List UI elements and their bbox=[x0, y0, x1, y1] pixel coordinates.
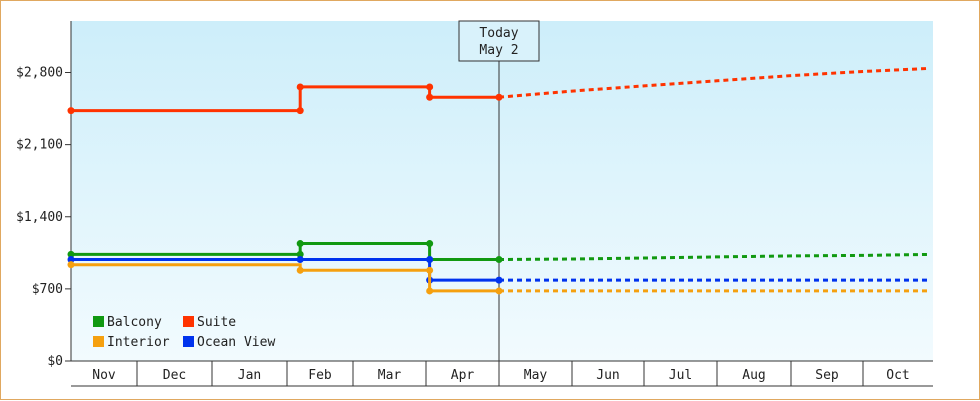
legend-label: Balcony bbox=[107, 315, 162, 330]
data-point-suite bbox=[495, 93, 503, 101]
series-group bbox=[67, 66, 930, 295]
data-point-suite bbox=[296, 107, 304, 115]
y-tick-label: $0 bbox=[47, 354, 63, 369]
x-tick-label: Dec bbox=[163, 368, 186, 383]
legend-swatch bbox=[93, 316, 104, 327]
x-tick-label: Aug bbox=[742, 368, 765, 383]
data-point-suite bbox=[426, 83, 434, 91]
today-label: Today bbox=[479, 26, 518, 41]
y-tick-label: $700 bbox=[32, 282, 63, 297]
data-point-interior bbox=[495, 287, 503, 295]
x-tick-label: May bbox=[524, 368, 548, 383]
x-tick-label: Jul bbox=[669, 368, 692, 383]
legend-label: Interior bbox=[107, 335, 170, 350]
plot-background bbox=[71, 21, 933, 361]
legend-swatch bbox=[183, 316, 194, 327]
y-axis: $0 $700 $1,400 $2,100 $2,800 bbox=[16, 21, 72, 369]
legend: Balcony Suite Interior Ocean View bbox=[93, 315, 275, 350]
x-tick-label: Sep bbox=[815, 368, 839, 383]
x-tick-label: Feb bbox=[308, 368, 332, 383]
x-tick-label: Apr bbox=[451, 368, 475, 383]
today-box bbox=[458, 20, 540, 62]
data-point-balcony bbox=[296, 240, 304, 248]
x-axis: Nov Dec Jan Feb Mar Apr May Jun Jul Aug Sep Oct bbox=[71, 360, 933, 387]
data-point-interior bbox=[426, 287, 434, 295]
x-tick-label: Nov bbox=[92, 368, 116, 383]
series-line-interior bbox=[71, 263, 499, 293]
y-tick-label: $2,100 bbox=[16, 138, 63, 153]
x-tick-label: Mar bbox=[378, 368, 402, 383]
series-forecast-balcony bbox=[498, 252, 930, 261]
data-point-interior bbox=[426, 266, 434, 274]
today-date: May 2 bbox=[479, 43, 518, 58]
x-tick-label: Jan bbox=[238, 368, 261, 383]
data-point-ocean-view bbox=[495, 276, 503, 284]
data-point-ocean-view bbox=[426, 256, 434, 264]
legend-swatch bbox=[93, 336, 104, 347]
legend-label: Suite bbox=[197, 315, 236, 330]
data-point-balcony bbox=[426, 240, 434, 248]
series-line-suite bbox=[71, 85, 499, 113]
data-point-interior bbox=[296, 266, 304, 274]
legend-label: Ocean View bbox=[197, 335, 275, 350]
data-point-balcony bbox=[495, 256, 503, 264]
x-tick-label: Jun bbox=[596, 368, 619, 383]
data-point-suite bbox=[296, 83, 304, 91]
series-line-balcony bbox=[71, 242, 499, 261]
data-point-ocean-view bbox=[296, 256, 304, 264]
data-point-balcony bbox=[296, 250, 304, 258]
data-point-balcony bbox=[67, 250, 75, 258]
y-tick-label: $2,800 bbox=[16, 66, 63, 81]
legend-swatch bbox=[183, 336, 194, 347]
x-tick-label: Oct bbox=[886, 368, 909, 383]
series-forecast-suite bbox=[498, 66, 930, 99]
data-point-ocean-view bbox=[67, 256, 75, 264]
data-point-suite bbox=[67, 107, 75, 115]
data-point-suite bbox=[426, 93, 434, 101]
today-marker: Today May 2 bbox=[458, 20, 540, 361]
data-point-interior bbox=[67, 261, 75, 269]
y-tick-label: $1,400 bbox=[16, 210, 63, 225]
